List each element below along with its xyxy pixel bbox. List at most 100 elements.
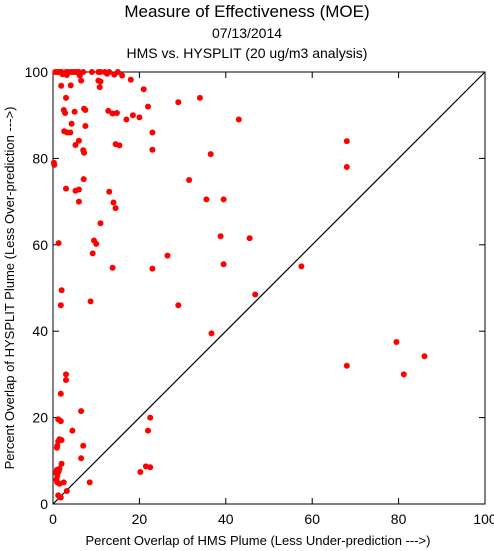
data-point — [71, 108, 78, 115]
data-point — [343, 138, 350, 145]
data-point — [196, 94, 203, 101]
x-axis-ticks: 0 20 40 60 80 100 — [49, 72, 494, 527]
data-point — [127, 76, 134, 83]
data-point — [58, 82, 65, 89]
data-point — [112, 205, 119, 212]
chart-subtitle: HMS vs. HYSPLIT (20 ug/m3 analysis) — [127, 45, 368, 61]
data-point — [72, 142, 79, 148]
x-tick-label: 0 — [49, 511, 57, 527]
data-point — [58, 437, 65, 444]
data-point — [119, 72, 126, 79]
data-point — [57, 418, 64, 425]
data-point — [89, 250, 96, 257]
data-point — [175, 99, 182, 106]
data-point — [62, 110, 69, 116]
x-tick-label: 60 — [304, 511, 320, 527]
data-point — [235, 116, 242, 123]
data-point — [97, 69, 104, 75]
y-axis-label: Percent Overlap of HYSPLIT Plume (Less O… — [2, 107, 17, 470]
data-point — [63, 94, 69, 101]
data-point — [140, 86, 147, 93]
y-tick-label: 80 — [32, 150, 48, 166]
plot-frame — [52, 71, 486, 505]
data-point — [63, 377, 69, 383]
data-point — [149, 265, 156, 272]
y-axis-ticks: 0 20 40 60 80 100 — [25, 64, 485, 512]
data-point — [63, 488, 70, 494]
x-tick-label: 40 — [218, 511, 234, 527]
data-point — [421, 353, 428, 360]
y-tick-label: 60 — [32, 237, 48, 253]
data-point — [106, 188, 113, 195]
data-point — [58, 287, 65, 294]
chart-title: Measure of Effectiveness (MOE) — [124, 2, 369, 21]
data-point — [220, 196, 227, 203]
data-point — [298, 263, 305, 270]
data-point — [113, 110, 120, 116]
data-point — [109, 264, 116, 271]
data-point — [55, 240, 62, 247]
data-point — [149, 146, 156, 153]
chart-date: 07/13/2014 — [212, 25, 282, 41]
data-point — [129, 112, 136, 119]
y-tick-label: 0 — [40, 496, 48, 512]
data-point — [63, 371, 69, 378]
data-point — [97, 220, 104, 227]
data-point — [72, 187, 79, 194]
data-point — [393, 339, 400, 345]
data-point — [175, 302, 182, 309]
data-point — [220, 261, 227, 268]
data-point — [78, 455, 85, 462]
data-point — [51, 161, 58, 168]
data-point — [145, 427, 151, 434]
data-point — [57, 390, 64, 397]
data-point — [217, 233, 224, 240]
data-point — [110, 199, 117, 206]
data-point — [246, 235, 253, 242]
data-point — [145, 103, 151, 110]
data-point — [86, 479, 93, 486]
data-point — [116, 142, 123, 149]
data-point — [67, 82, 74, 89]
data-point — [343, 164, 350, 170]
data-point — [343, 362, 350, 369]
y-tick-label: 40 — [32, 323, 48, 339]
data-point — [87, 298, 94, 305]
data-point — [105, 107, 112, 114]
x-axis-label: Percent Overlap of HMS Plume (Less Under… — [86, 533, 431, 548]
data-point — [63, 72, 70, 78]
data-point — [75, 198, 82, 205]
data-point — [78, 408, 85, 415]
data-point — [203, 196, 210, 203]
data-point — [147, 414, 154, 421]
data-point — [82, 107, 89, 113]
data-point — [57, 302, 64, 309]
data-point — [80, 442, 87, 449]
data-point — [400, 371, 407, 378]
data-point — [137, 469, 144, 475]
data-point — [136, 114, 143, 121]
data-point — [81, 149, 88, 156]
data-point — [208, 330, 215, 337]
data-point — [67, 129, 74, 136]
data-point — [104, 70, 110, 77]
data-point — [147, 464, 154, 471]
x-tick-label: 20 — [132, 511, 148, 527]
data-point — [88, 69, 95, 75]
data-point — [68, 120, 75, 127]
data-point — [164, 252, 171, 259]
data-point — [58, 460, 65, 467]
data-point — [69, 427, 76, 434]
data-point — [80, 176, 87, 183]
data-point — [75, 137, 82, 144]
data-point — [207, 151, 214, 158]
data-point — [78, 77, 85, 84]
data-point — [149, 129, 156, 136]
one-to-one-diagonal — [52, 71, 486, 505]
data-point — [97, 78, 104, 85]
data-point — [56, 480, 63, 487]
x-tick-label: 80 — [391, 511, 407, 527]
data-point — [96, 84, 103, 91]
data-point — [82, 123, 89, 129]
